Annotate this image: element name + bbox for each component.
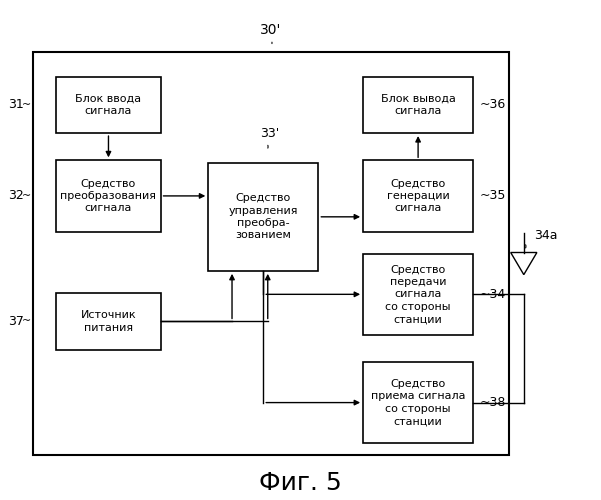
Text: Источник
питания: Источник питания <box>81 310 136 332</box>
Text: 33': 33' <box>260 126 279 140</box>
Text: Средство
приема сигнала
со стороны
станции: Средство приема сигнала со стороны станц… <box>371 379 465 426</box>
Text: 30': 30' <box>260 23 281 37</box>
Bar <box>56 160 160 232</box>
Bar <box>208 162 319 271</box>
Text: Средство
преобразования
сигнала: Средство преобразования сигнала <box>61 178 156 214</box>
Text: ~38: ~38 <box>479 396 505 409</box>
Text: Блок ввода
сигнала: Блок ввода сигнала <box>75 94 141 116</box>
Text: 31: 31 <box>8 98 23 112</box>
Bar <box>363 254 473 335</box>
Bar <box>56 76 160 133</box>
Text: 34a: 34a <box>534 229 558 242</box>
Bar <box>56 293 160 350</box>
Text: Средство
передачи
сигнала
со стороны
станции: Средство передачи сигнала со стороны ста… <box>385 264 451 324</box>
Text: ~36: ~36 <box>479 98 505 112</box>
Bar <box>363 362 473 443</box>
Text: Средство
управления
преобра-
зованием: Средство управления преобра- зованием <box>228 193 298 240</box>
Text: ~: ~ <box>22 100 31 110</box>
Text: Средство
генерации
сигнала: Средство генерации сигнала <box>386 178 450 214</box>
Text: ~35: ~35 <box>479 190 505 202</box>
Text: ~: ~ <box>22 316 31 326</box>
Bar <box>363 160 473 232</box>
Text: Фиг. 5: Фиг. 5 <box>259 470 342 494</box>
Text: 32: 32 <box>8 190 23 202</box>
Text: 37: 37 <box>8 315 23 328</box>
Text: Блок вывода
сигнала: Блок вывода сигнала <box>380 94 456 116</box>
Bar <box>363 76 473 133</box>
Text: ~: ~ <box>22 191 31 201</box>
Bar <box>32 52 509 456</box>
Text: ~34: ~34 <box>479 288 505 301</box>
